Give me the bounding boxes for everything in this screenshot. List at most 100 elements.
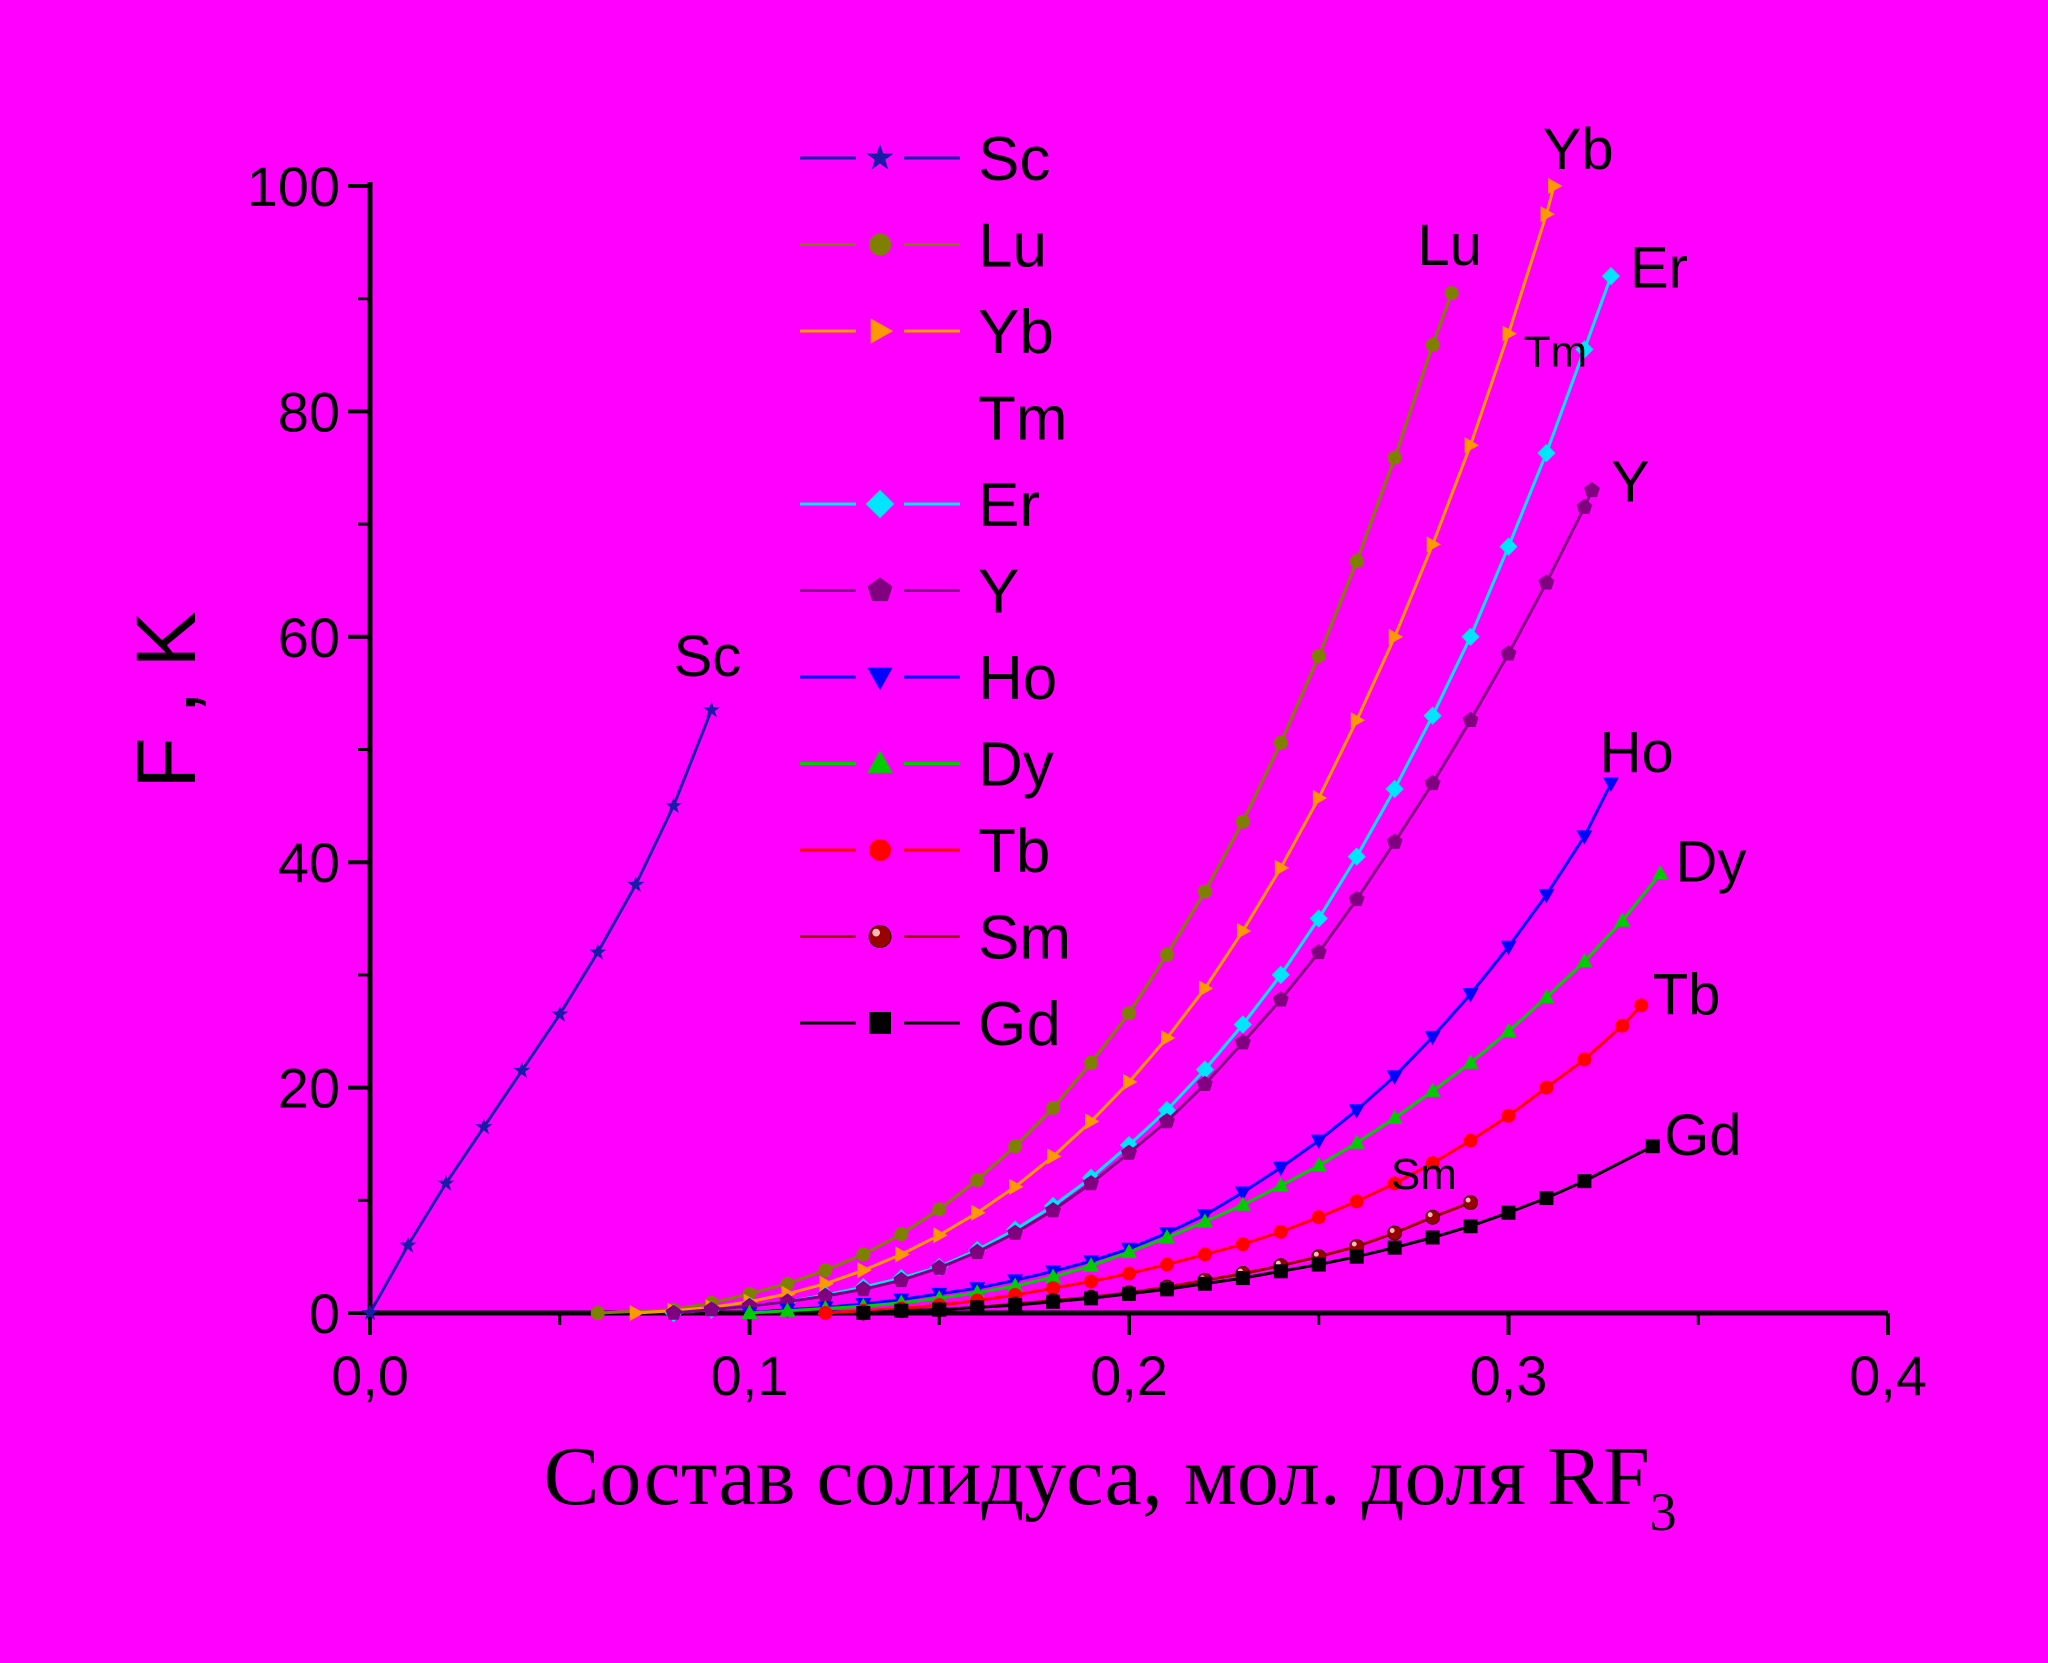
- data-point-tb: [1387, 1176, 1402, 1191]
- data-point-ho: [1310, 1134, 1327, 1149]
- legend-label-tb: Tb: [978, 817, 1050, 886]
- data-point-lu: [932, 1202, 947, 1217]
- legend-item-yb: Yb: [800, 298, 1054, 367]
- data-point-dy: [1120, 1243, 1138, 1259]
- data-point-tb: [1463, 1133, 1478, 1148]
- end-label-lu: Lu: [1417, 213, 1482, 278]
- data-point-y: [1007, 1224, 1024, 1240]
- data-point-ho: [1602, 777, 1620, 792]
- data-point-ho: [1576, 830, 1593, 845]
- data-point-er: [1499, 537, 1518, 556]
- legend-item-tm: Tm: [978, 385, 1068, 454]
- data-point-y: [1424, 774, 1441, 791]
- data-point-dy: [1500, 1022, 1517, 1038]
- end-label-y: Y: [1611, 450, 1650, 515]
- data-point-yb: [1085, 1113, 1100, 1130]
- data-point-lu: [818, 1263, 833, 1278]
- data-point-yb: [1426, 536, 1441, 553]
- data-point-tb: [1197, 1247, 1212, 1262]
- data-point-lu: [590, 1306, 605, 1320]
- legend-label-yb: Yb: [978, 298, 1054, 367]
- data-point-gd: [1645, 1139, 1660, 1154]
- data-point-tb: [818, 1306, 833, 1320]
- data-point-gd: [894, 1303, 909, 1318]
- data-point-er: [1423, 706, 1442, 725]
- data-point-dy: [1614, 912, 1631, 927]
- legend-item-dy: Dy: [800, 731, 1054, 800]
- data-point-dy: [1386, 1109, 1403, 1124]
- data-point-dy: [1348, 1134, 1365, 1149]
- end-label-sm: Sm: [1391, 1150, 1457, 1199]
- data-point-sm-highlight: [1351, 1241, 1357, 1247]
- data-point-y: [1196, 1075, 1213, 1092]
- data-point-gd: [1008, 1298, 1023, 1313]
- legend-item-sc: Sc: [800, 125, 1050, 194]
- series-line-er: [673, 275, 1613, 1315]
- x-axis-title-subscript: 3: [1650, 1482, 1677, 1542]
- legend-marker-sm-highlight: [872, 928, 881, 937]
- x-axis-title: Состав солидуса, мол. доля RF3: [543, 1430, 1676, 1542]
- data-point-lu: [1387, 450, 1402, 465]
- legend-label-sm: Sm: [978, 904, 1071, 973]
- end-label-gd: Gd: [1664, 1103, 1741, 1168]
- data-point-y: [1083, 1174, 1100, 1191]
- data-point-yb: [895, 1246, 910, 1263]
- data-point-dy: [1234, 1196, 1251, 1211]
- x-tick-label: 0,2: [1090, 1344, 1168, 1407]
- data-point-sm-highlight: [1313, 1251, 1319, 1257]
- data-point-sc: [399, 1236, 417, 1253]
- data-point-y: [665, 1304, 682, 1320]
- data-point-er: [1575, 340, 1594, 359]
- legend-label-lu: Lu: [978, 212, 1047, 281]
- data-point-yb: [1464, 437, 1479, 454]
- data-point-gd: [1425, 1230, 1440, 1245]
- data-point-er: [1157, 1101, 1177, 1120]
- data-point-yb: [1350, 712, 1366, 729]
- data-point-sc: [513, 1061, 531, 1079]
- end-label-sc: Sc: [674, 624, 742, 689]
- data-point-gd: [1122, 1286, 1136, 1301]
- data-point-er: [1233, 1015, 1252, 1034]
- data-point-yb: [1009, 1178, 1024, 1195]
- data-point-sc: [551, 1005, 569, 1022]
- data-point-lu: [1197, 884, 1212, 899]
- data-point-dy: [1045, 1268, 1062, 1283]
- data-point-y: [931, 1259, 948, 1275]
- data-point-dy: [1424, 1082, 1441, 1097]
- y-tick-label: 60: [278, 606, 340, 669]
- data-point-y: [1348, 890, 1365, 907]
- x-tick-label: 0,4: [1849, 1344, 1927, 1407]
- data-point-y: [1158, 1113, 1175, 1129]
- legend-label-dy: Dy: [978, 731, 1054, 800]
- data-point-gd: [1349, 1249, 1364, 1264]
- data-point-er: [1271, 965, 1290, 984]
- data-point-y: [703, 1301, 720, 1317]
- end-label-tb: Tb: [1653, 962, 1721, 1027]
- data-point-y: [1584, 481, 1600, 498]
- legend-item-gd: Gd: [800, 990, 1061, 1059]
- data-point-gd: [1501, 1205, 1516, 1220]
- data-point-gd: [1235, 1271, 1250, 1286]
- legend-label-tm: Tm: [978, 385, 1068, 454]
- data-point-lu: [856, 1247, 871, 1262]
- data-point-yb: [1161, 1029, 1176, 1047]
- data-point-tb: [1046, 1281, 1061, 1296]
- legend-marker-yb: [870, 318, 894, 344]
- x-tick-label: 0,3: [1470, 1344, 1548, 1407]
- data-point-lu: [1425, 337, 1440, 352]
- data-point-sm: [1463, 1195, 1479, 1211]
- data-point-lu: [1084, 1055, 1099, 1070]
- data-point-yb: [1312, 789, 1328, 807]
- data-point-ho: [1538, 888, 1555, 904]
- data-point-y: [969, 1243, 986, 1259]
- data-point-dy: [1310, 1156, 1327, 1172]
- data-point-sc: [475, 1117, 493, 1135]
- data-point-lu: [1311, 648, 1326, 663]
- data-point-yb: [933, 1227, 948, 1244]
- data-point-gd: [970, 1300, 985, 1315]
- data-point-tb: [1634, 998, 1649, 1013]
- end-label-yb: Yb: [1543, 117, 1614, 182]
- legend-label-gd: Gd: [978, 990, 1061, 1059]
- data-point-yb: [1274, 859, 1290, 876]
